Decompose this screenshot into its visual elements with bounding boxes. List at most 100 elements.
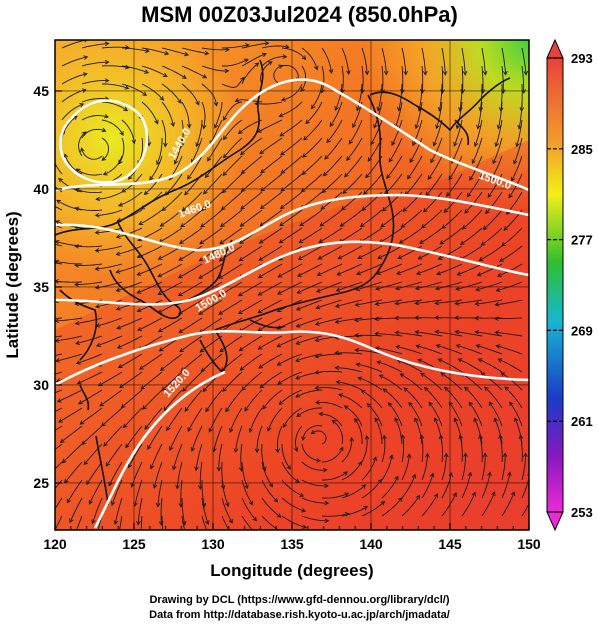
streamline-arrowhead [278, 113, 284, 118]
streamline [337, 245, 363, 260]
streamline [340, 209, 363, 227]
streamline [181, 47, 209, 55]
streamline [219, 245, 243, 262]
streamline [117, 209, 143, 222]
streamline-arrowhead [244, 43, 250, 48]
streamline-arrowhead [223, 135, 228, 141]
streamline-arrowhead [278, 400, 284, 406]
streamline-arrowhead [400, 89, 405, 94]
streamline-arrowhead [302, 153, 307, 158]
streamline [301, 479, 329, 487]
streamline [249, 407, 263, 433]
streamline-arrowhead [117, 363, 123, 369]
streamline [438, 83, 443, 111]
streamline [361, 65, 364, 93]
streamline [280, 137, 303, 156]
streamline [443, 191, 463, 213]
streamline-arrowhead [383, 70, 389, 76]
streamline-arrowhead [238, 129, 243, 135]
streamline-arrowhead [201, 124, 207, 130]
streamline [198, 281, 223, 297]
streamline-arrowhead [79, 103, 85, 108]
streamline [427, 155, 443, 180]
streamline [118, 353, 143, 368]
streamline-arrowhead [314, 369, 320, 375]
streamline-arrowhead [508, 193, 513, 199]
streamline [363, 173, 383, 195]
streamline-arrowhead [74, 282, 79, 287]
streamline-arrowhead [74, 206, 80, 212]
streamline-arrowhead [286, 465, 291, 470]
streamline [513, 137, 523, 164]
streamline [149, 155, 163, 181]
streamline [221, 77, 245, 88]
streamline [451, 137, 463, 164]
streamline [318, 245, 343, 260]
streamline [260, 191, 283, 209]
streamline [184, 389, 203, 412]
streamline [62, 443, 83, 464]
streamline [75, 263, 103, 266]
streamline-arrowhead [295, 478, 300, 483]
streamline-arrowhead [258, 239, 264, 244]
streamline-arrowhead [159, 96, 165, 101]
streamline-arrowhead [324, 500, 330, 506]
streamline [161, 371, 183, 391]
streamline-arrowhead [48, 517, 51, 521]
streamline [92, 497, 103, 524]
streamline-arrowhead [194, 466, 199, 472]
streamline [435, 281, 463, 290]
streamline [221, 515, 230, 530]
streamline [101, 407, 123, 427]
streamline-arrowhead [255, 533, 259, 537]
streamline-arrowhead [503, 226, 509, 231]
streamline [479, 245, 503, 261]
streamline [199, 335, 223, 353]
streamline [481, 47, 486, 75]
streamline-arrowhead [434, 315, 439, 320]
streamline [334, 83, 343, 111]
streamline-arrowhead [39, 437, 43, 441]
streamline-arrowhead [338, 393, 343, 398]
streamline [187, 155, 203, 180]
streamline-arrowhead [233, 448, 239, 454]
streamline-arrowhead [301, 436, 306, 442]
streamline [376, 361, 403, 373]
streamline [457, 263, 483, 276]
streamline-arrowhead [462, 71, 468, 76]
streamline-arrowhead [254, 448, 260, 454]
streamline-arrowhead [372, 456, 378, 462]
streamline [462, 209, 483, 230]
streamline-arrowhead [301, 508, 307, 513]
streamline [116, 245, 143, 255]
streamline-arrowhead [399, 373, 405, 378]
x-tick-label: 140 [359, 536, 383, 552]
streamline-arrowhead [218, 257, 224, 262]
streamline [335, 367, 363, 373]
streamline-arrowhead [225, 407, 230, 413]
streamline-arrowhead [149, 175, 154, 181]
streamline [481, 472, 491, 499]
streamline-arrowhead [97, 382, 103, 387]
streamline [219, 227, 243, 245]
streamline [296, 299, 323, 311]
streamline [495, 119, 503, 147]
streamline-arrowhead [299, 492, 305, 497]
streamline [157, 281, 183, 295]
colorbar-ticks: 293 285 277 269 261 253 [547, 51, 593, 520]
streamline [121, 119, 135, 144]
streamline-arrowhead [163, 142, 168, 148]
streamline-arrowhead [414, 285, 420, 291]
streamline-arrowhead [361, 484, 367, 489]
streamline-arrowhead [261, 52, 267, 58]
streamline [458, 245, 483, 261]
streamline-arrowhead [416, 270, 421, 276]
streamline [354, 418, 363, 445]
streamline-arrowhead [164, 50, 170, 56]
streamline-arrowhead [121, 188, 127, 193]
streamline [191, 425, 203, 452]
streamline [360, 209, 383, 227]
streamline-arrowhead [94, 213, 100, 218]
streamline [214, 101, 223, 129]
streamline [258, 245, 283, 261]
